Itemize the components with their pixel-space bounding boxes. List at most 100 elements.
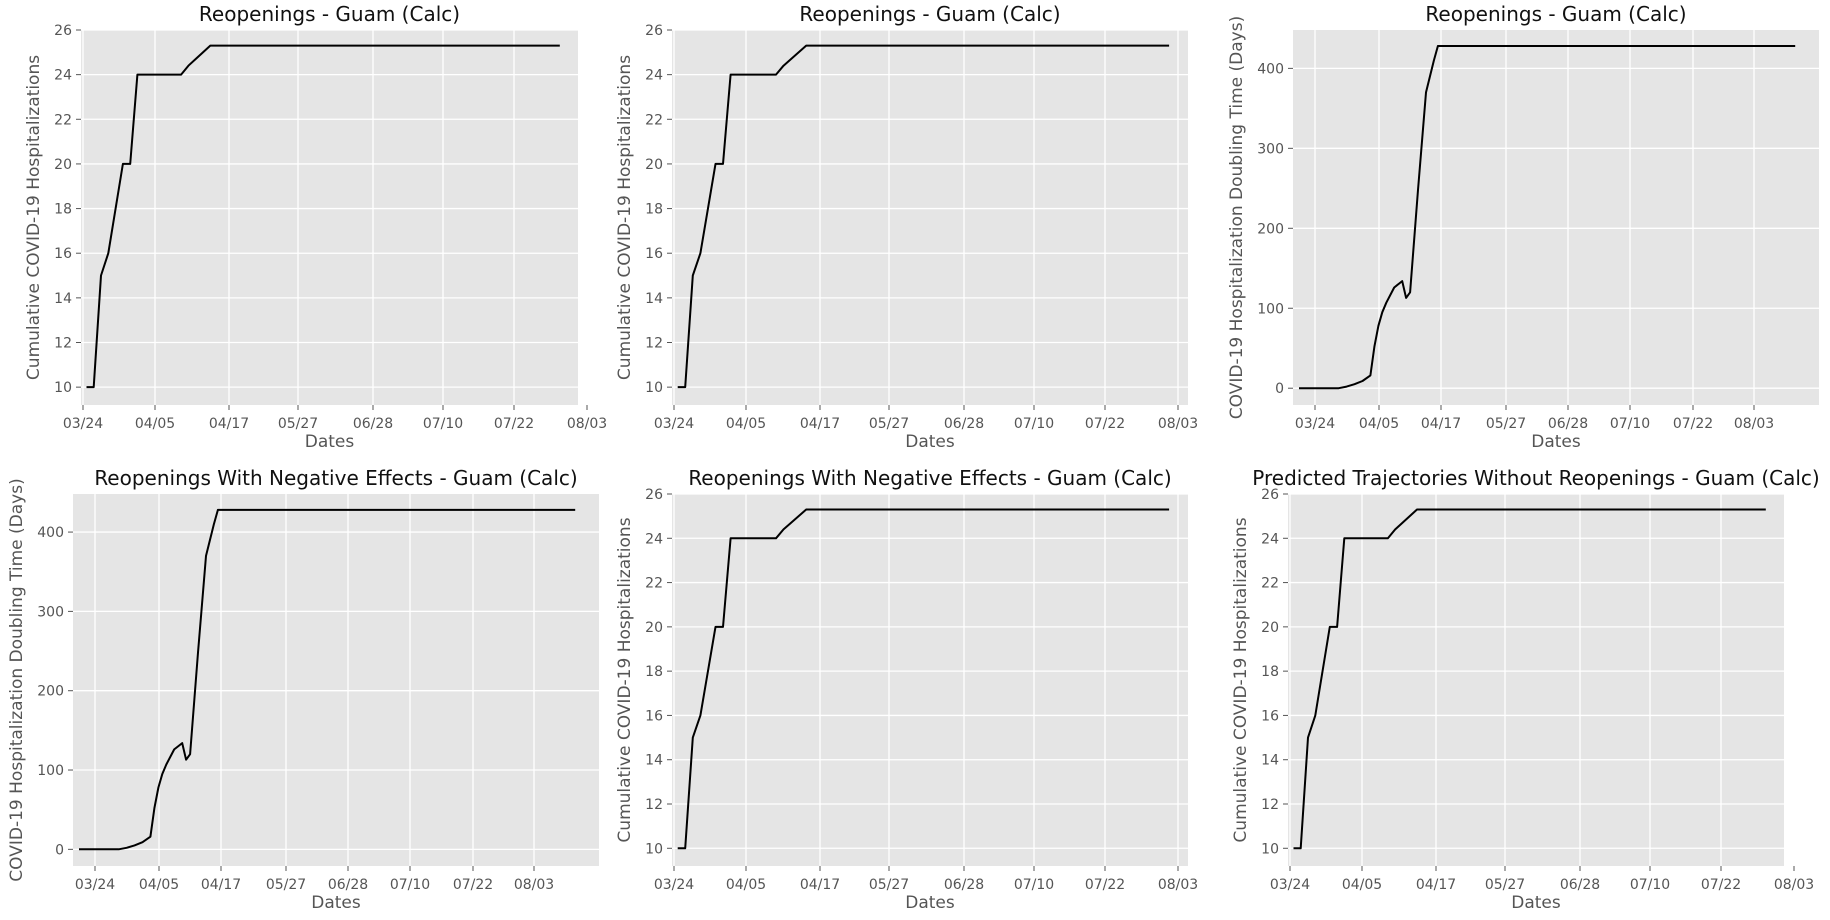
y-tick-label: 24 — [1261, 531, 1279, 547]
x-tick-label: 04/05 — [135, 416, 175, 432]
y-tick-label: 12 — [645, 336, 663, 352]
y-tick-label: 20 — [645, 157, 663, 173]
x-tick-label: 06/28 — [328, 877, 368, 893]
x-tick-label: 07/10 — [423, 416, 463, 432]
y-tick-label: 22 — [645, 576, 663, 592]
series-line-doubling_time — [1299, 45, 1796, 390]
y-tick-label: 22 — [645, 112, 663, 128]
y-axis-label: Cumulative COVID-19 Hospitalizations — [1231, 517, 1251, 842]
x-tick-label: 03/24 — [1295, 416, 1335, 432]
x-tick-label: 07/22 — [1085, 416, 1125, 432]
y-tick-label: 12 — [645, 797, 663, 813]
x-tick-label: 05/27 — [1485, 877, 1525, 893]
y-tick-label: 26 — [645, 23, 663, 39]
chart-title: Reopenings - Guam (Calc) — [1425, 2, 1686, 26]
y-tick-label: 10 — [645, 841, 663, 857]
x-tick-label: 03/24 — [1270, 877, 1310, 893]
x-tick-label: 07/10 — [1014, 877, 1054, 893]
y-tick-label: 14 — [54, 291, 72, 307]
x-tick-label: 08/03 — [1734, 416, 1774, 432]
x-tick-label: 06/28 — [1548, 416, 1588, 432]
chart-title: Reopenings With Negative Effects - Guam … — [688, 466, 1171, 490]
y-tick-label: 18 — [645, 202, 663, 218]
plot-area — [1293, 30, 1819, 405]
y-tick-label: 16 — [54, 246, 72, 262]
x-axis-label: Dates — [1511, 893, 1561, 913]
y-tick-label: 300 — [37, 604, 64, 620]
series-line-hospitalizations — [86, 44, 560, 389]
plot-area — [672, 30, 1188, 405]
chart-title: Reopenings - Guam (Calc) — [799, 2, 1060, 26]
plot-area — [73, 494, 599, 866]
x-tick-label: 03/24 — [63, 416, 103, 432]
chart-panel-3: 03/24 04/05 04/17 05/27 06/28 07/10 07/22 08/03… — [1227, 2, 1819, 452]
plot-area — [672, 494, 1188, 866]
x-tick-label: 06/28 — [944, 877, 984, 893]
x-tick-label: 04/05 — [139, 877, 179, 893]
y-tick-label: 20 — [645, 620, 663, 636]
y-tick-label: 16 — [645, 708, 663, 724]
y-tick-label: 18 — [54, 202, 72, 218]
y-tick-label: 24 — [645, 68, 663, 84]
x-tick-label: 07/22 — [1673, 416, 1713, 432]
y-tick-label: 26 — [1261, 487, 1279, 503]
series-line-hospitalizations — [677, 44, 1170, 389]
chart-title: Predicted Trajectories Without Reopening… — [1252, 466, 1819, 490]
y-tick-label: 10 — [645, 380, 663, 396]
y-tick-label: 0 — [55, 842, 64, 858]
chart-title: Reopenings With Negative Effects - Guam … — [94, 466, 577, 490]
x-tick-label: 04/17 — [1416, 877, 1456, 893]
x-tick-label: 07/10 — [1630, 877, 1670, 893]
y-tick-label: 24 — [645, 531, 663, 547]
x-tick-label: 07/22 — [494, 416, 534, 432]
y-tick-label: 400 — [1257, 61, 1284, 77]
x-axis-label: Dates — [905, 893, 955, 913]
x-tick-label: 03/24 — [75, 877, 115, 893]
y-tick-label: 200 — [37, 684, 64, 700]
y-tick-label: 200 — [1257, 221, 1284, 237]
x-tick-label: 08/03 — [567, 416, 607, 432]
y-tick-label: 26 — [54, 23, 72, 39]
chart-panel-4: 03/24 04/05 04/17 05/27 06/28 07/10 07/22 08/03… — [7, 466, 599, 913]
series-line-doubling_time — [79, 508, 576, 851]
x-tick-label: 07/22 — [1701, 877, 1741, 893]
y-tick-label: 18 — [645, 664, 663, 680]
x-tick-label: 07/22 — [453, 877, 493, 893]
y-tick-label: 0 — [1275, 381, 1284, 397]
x-tick-label: 04/05 — [726, 416, 766, 432]
x-tick-label: 06/28 — [944, 416, 984, 432]
x-tick-label: 04/17 — [1421, 416, 1461, 432]
x-tick-label: 05/27 — [869, 877, 909, 893]
x-tick-label: 07/10 — [1610, 416, 1650, 432]
y-axis-label: Cumulative COVID-19 Hospitalizations — [615, 517, 635, 842]
series-line-hospitalizations — [1293, 508, 1766, 850]
x-tick-label: 06/28 — [1560, 877, 1600, 893]
y-tick-label: 22 — [54, 112, 72, 128]
x-axis-label: Dates — [305, 432, 355, 452]
chart-panel-6: 03/24 04/05 04/17 05/27 06/28 07/10 07/22 08/03… — [1231, 466, 1820, 913]
y-tick-label: 16 — [1261, 708, 1279, 724]
series-line-hospitalizations — [677, 508, 1170, 850]
x-tick-label: 05/27 — [869, 416, 909, 432]
x-tick-label: 07/10 — [390, 877, 430, 893]
x-tick-label: 07/22 — [1085, 877, 1125, 893]
y-tick-label: 18 — [1261, 664, 1279, 680]
y-tick-label: 300 — [1257, 141, 1284, 157]
x-tick-label: 04/17 — [209, 416, 249, 432]
y-axis-label: Cumulative COVID-19 Hospitalizations — [24, 55, 44, 380]
y-tick-label: 10 — [54, 380, 72, 396]
y-tick-label: 14 — [645, 291, 663, 307]
y-tick-label: 20 — [54, 157, 72, 173]
y-tick-label: 24 — [54, 68, 72, 84]
x-axis-label: Dates — [905, 432, 955, 452]
chart-panel-5: 03/24 04/05 04/17 05/27 06/28 07/10 07/22 08/03… — [615, 466, 1198, 913]
x-tick-label: 06/28 — [353, 416, 393, 432]
y-tick-label: 12 — [54, 336, 72, 352]
chart-title: Reopenings - Guam (Calc) — [199, 2, 460, 26]
x-tick-label: 04/05 — [1342, 877, 1382, 893]
x-tick-label: 07/10 — [1014, 416, 1054, 432]
x-tick-label: 05/27 — [266, 877, 306, 893]
x-tick-label: 04/17 — [201, 877, 241, 893]
y-tick-label: 100 — [1257, 301, 1284, 317]
